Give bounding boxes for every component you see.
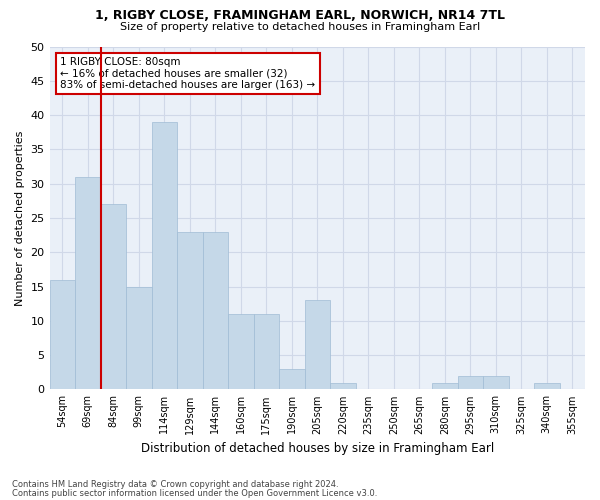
Bar [254, 314, 279, 390]
Text: Contains HM Land Registry data © Crown copyright and database right 2024.: Contains HM Land Registry data © Crown c… [12, 480, 338, 489]
Bar [101, 204, 126, 390]
Bar [483, 376, 509, 390]
X-axis label: Distribution of detached houses by size in Framingham Earl: Distribution of detached houses by size … [140, 442, 494, 455]
Bar [177, 232, 203, 390]
Text: Size of property relative to detached houses in Framingham Earl: Size of property relative to detached ho… [120, 22, 480, 32]
Bar [305, 300, 330, 390]
Text: 1 RIGBY CLOSE: 80sqm
← 16% of detached houses are smaller (32)
83% of semi-detac: 1 RIGBY CLOSE: 80sqm ← 16% of detached h… [60, 57, 316, 90]
Bar [228, 314, 254, 390]
Bar [432, 382, 458, 390]
Bar [203, 232, 228, 390]
Text: 1, RIGBY CLOSE, FRAMINGHAM EARL, NORWICH, NR14 7TL: 1, RIGBY CLOSE, FRAMINGHAM EARL, NORWICH… [95, 9, 505, 22]
Bar [75, 177, 101, 390]
Bar [279, 369, 305, 390]
Bar [534, 382, 560, 390]
Bar [126, 286, 152, 390]
Y-axis label: Number of detached properties: Number of detached properties [15, 130, 25, 306]
Bar [458, 376, 483, 390]
Bar [330, 382, 356, 390]
Bar [152, 122, 177, 390]
Text: Contains public sector information licensed under the Open Government Licence v3: Contains public sector information licen… [12, 489, 377, 498]
Bar [50, 280, 75, 390]
